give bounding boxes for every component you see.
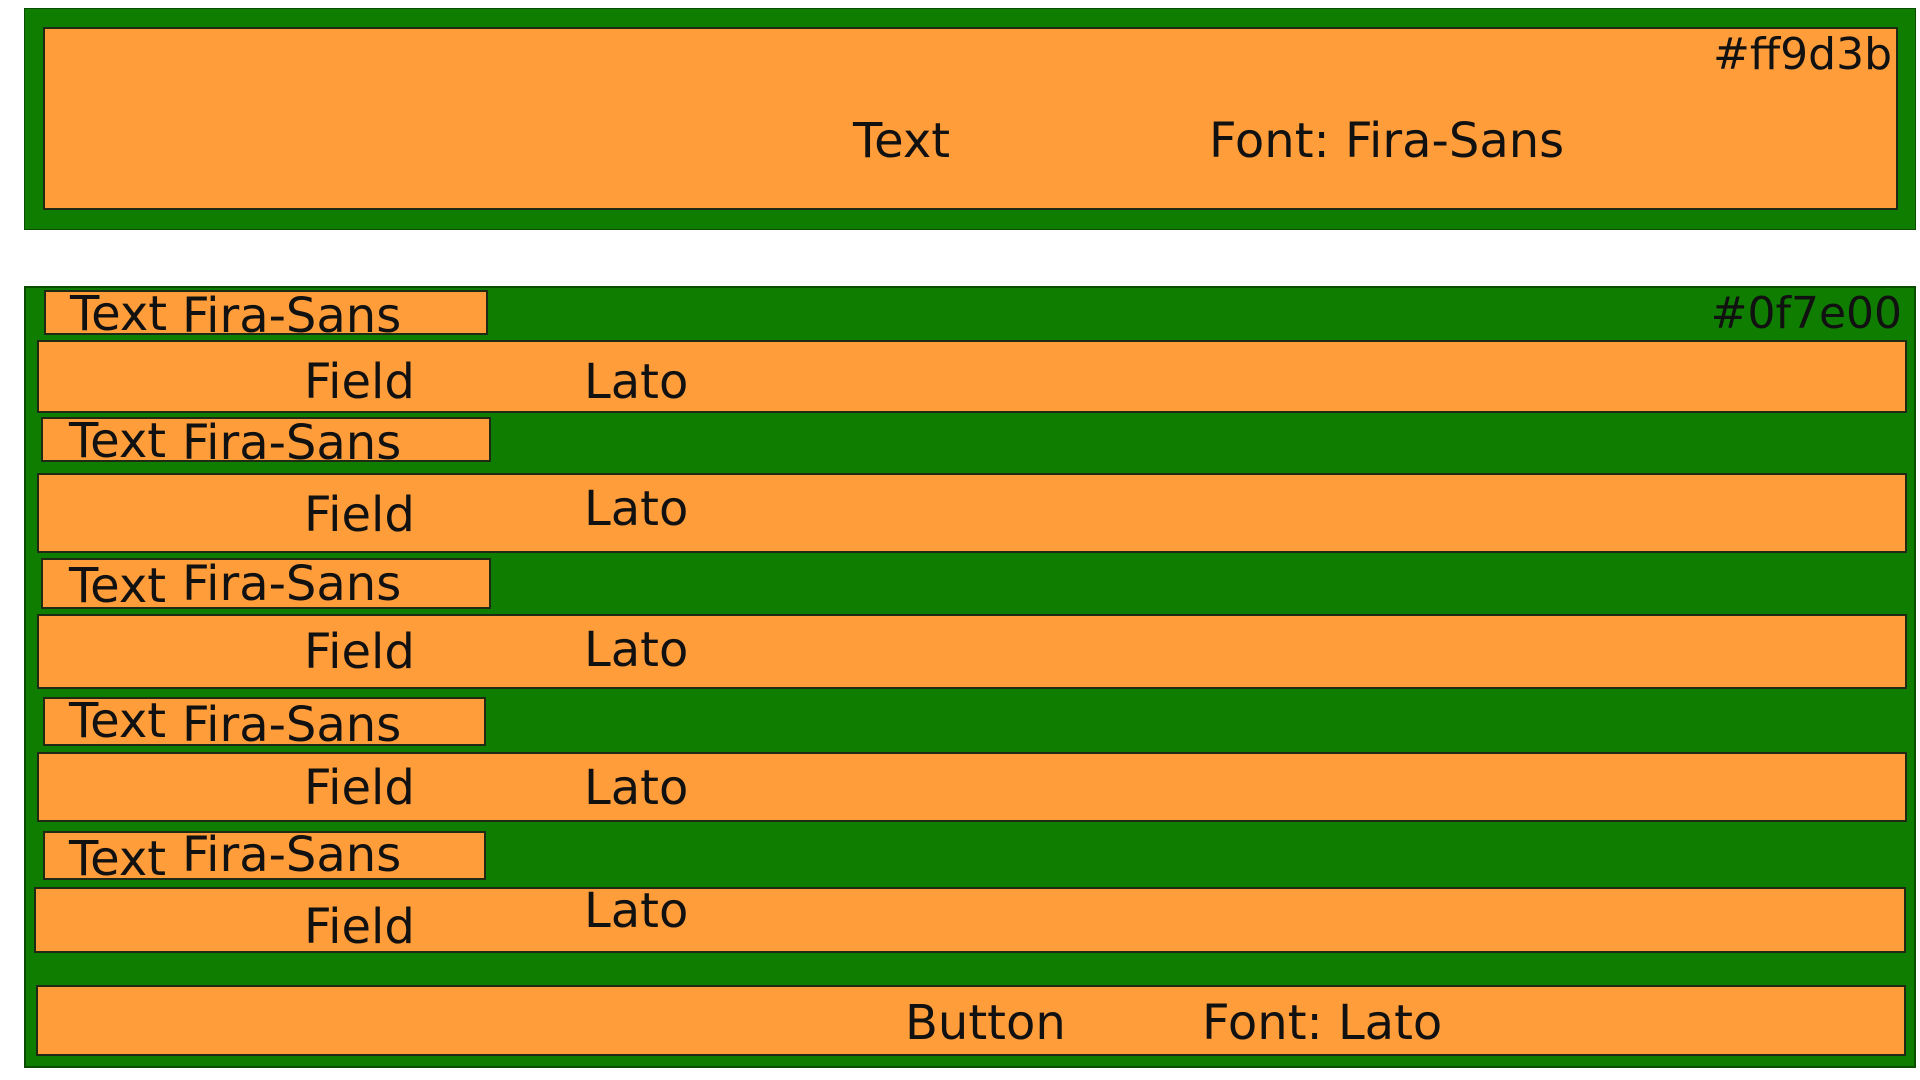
form-field[interactable]: Field Lato xyxy=(37,473,1907,553)
field-font: Lato xyxy=(584,481,689,537)
form-field[interactable]: Field Lato xyxy=(37,614,1907,689)
header-title: Text xyxy=(853,113,951,169)
field-font: Lato xyxy=(584,622,689,678)
field-text: Field xyxy=(304,899,415,955)
form-label: Text Fira-Sans xyxy=(43,827,486,887)
header-color-label: #ff9d3b xyxy=(1712,29,1892,80)
field-text: Field xyxy=(304,624,415,680)
header-box: #ff9d3b Text Font: Fira-Sans xyxy=(43,27,1898,210)
label-text: Text xyxy=(69,413,167,469)
label-text: Text xyxy=(69,831,167,887)
button-font-label: Font: Lato xyxy=(1202,995,1443,1051)
label-font: Fira-Sans xyxy=(182,415,402,471)
form-container: #0f7e00 Text Fira-Sans Field Lato Text F… xyxy=(24,286,1916,1068)
form-field[interactable]: Field Lato xyxy=(37,340,1907,413)
label-font: Fira-Sans xyxy=(182,827,402,883)
field-font: Lato xyxy=(584,883,689,939)
label-text: Text xyxy=(69,693,167,749)
form-label: Text Fira-Sans xyxy=(43,693,486,753)
form-label: Text Fira-Sans xyxy=(41,556,491,614)
header-font-label: Font: Fira-Sans xyxy=(1209,113,1565,169)
field-font: Lato xyxy=(584,760,689,816)
submit-button[interactable]: Button Font: Lato xyxy=(36,985,1906,1056)
header-container: #ff9d3b Text Font: Fira-Sans xyxy=(24,8,1916,230)
form-label: Text Fira-Sans xyxy=(41,413,491,469)
label-text: Text xyxy=(69,558,167,614)
field-text: Field xyxy=(304,487,415,543)
button-label: Button xyxy=(905,995,1066,1051)
field-text: Field xyxy=(304,760,415,816)
form-label: Text Fira-Sans xyxy=(44,286,488,342)
label-font: Fira-Sans xyxy=(182,288,402,344)
label-text: Text xyxy=(70,286,168,342)
form-field[interactable]: Field Lato xyxy=(37,752,1907,822)
form-color-label: #0f7e00 xyxy=(1710,288,1902,339)
form-field[interactable]: Field Lato xyxy=(34,887,1906,953)
label-font: Fira-Sans xyxy=(182,556,402,612)
field-font: Lato xyxy=(584,354,689,410)
label-font: Fira-Sans xyxy=(182,697,402,753)
field-text: Field xyxy=(304,354,415,410)
